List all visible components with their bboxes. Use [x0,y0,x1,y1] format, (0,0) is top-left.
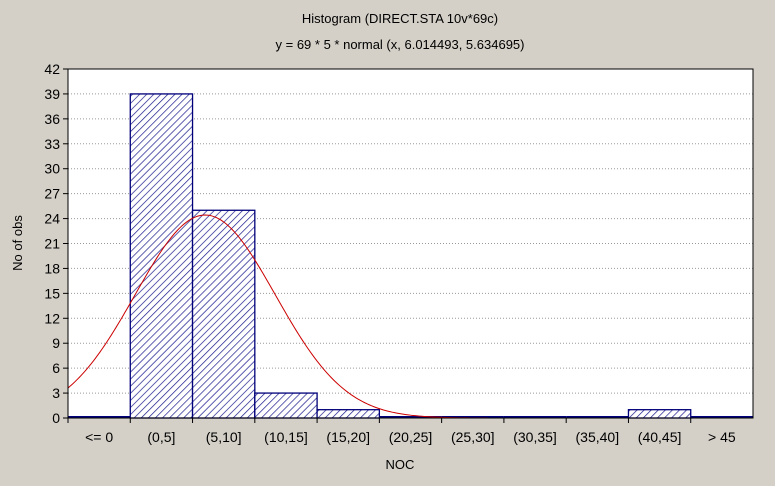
bars [68,93,753,419]
y-tick-label: 42 [44,61,60,77]
y-tick-label: 12 [44,310,60,326]
y-tick-label: 36 [44,111,60,127]
y-tick-label: 33 [44,136,60,152]
histogram-bar [191,209,256,419]
chart-title: Histogram (DIRECT.STA 10v*69c) [302,11,498,26]
y-tick-label: 24 [44,211,60,227]
y-tick-label: 15 [44,285,60,301]
x-tick-label: (15,20] [326,429,370,445]
x-tick-label: (10,15] [264,429,308,445]
histogram-bar [254,392,318,419]
x-axis-ticks: <= 0 (0,5] (5,10] (10,15] (15,20] (20,25] (25,… [67,418,736,445]
x-tick-label: (40,45] [638,429,682,445]
histogram-bar [316,409,381,419]
y-tick-label: 0 [52,410,60,426]
x-tick-label: (35,40] [576,429,620,445]
x-tick-label: <= 0 [85,429,113,445]
y-tick-label: 9 [52,335,60,351]
x-tick-label: (5,10] [206,429,242,445]
x-axis-label: NOC [386,457,415,472]
y-tick-label: 27 [44,186,60,202]
y-axis-label: No of obs [10,215,25,271]
x-tick-label: > 45 [708,429,736,445]
y-tick-label: 30 [44,161,60,177]
y-tick-label: 18 [44,260,60,276]
x-tick-label: (20,25] [389,429,433,445]
y-tick-label: 6 [52,360,60,376]
histogram-bar [129,93,194,419]
chart-subtitle: y = 69 * 5 * normal (x, 6.014493, 5.6346… [276,37,525,52]
y-tick-label: 3 [52,385,60,401]
histogram-bar [627,409,692,419]
y-tick-label: 39 [44,86,60,102]
x-tick-label: (0,5] [147,429,175,445]
x-tick-label: (25,30] [451,429,495,445]
y-tick-label: 21 [44,236,60,252]
x-tick-label: (30,35] [513,429,557,445]
